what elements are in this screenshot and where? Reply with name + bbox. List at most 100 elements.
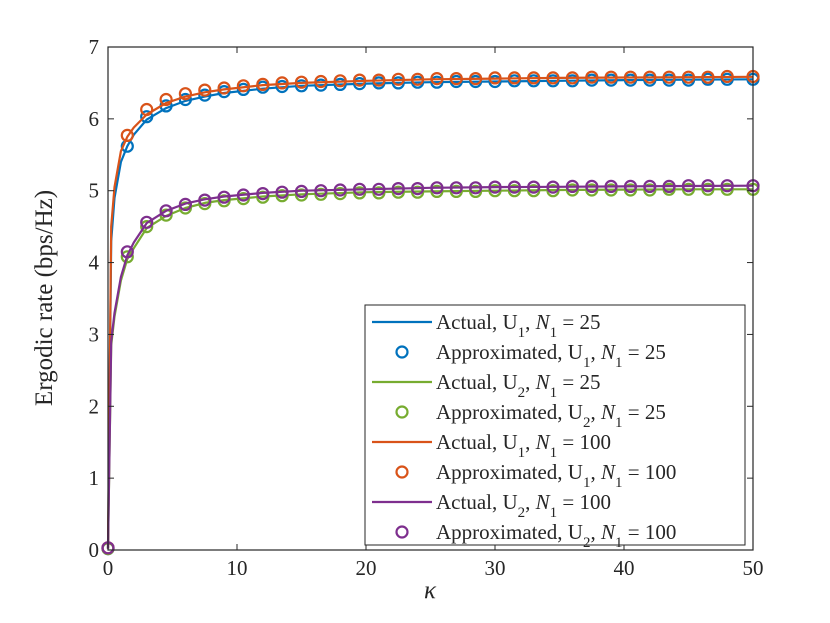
axes-layer: 0 10 20 30 40 50 0 1 2 3 4 5 6 7 xyxy=(89,35,764,580)
series-layer xyxy=(101,69,760,556)
series-6 xyxy=(106,184,754,549)
data-point xyxy=(217,81,231,95)
legend-label-part: 1 xyxy=(615,535,623,551)
data-point xyxy=(662,179,676,193)
legend-label-part: , xyxy=(525,490,536,514)
legend-label-part: = 25 xyxy=(557,370,600,394)
data-point xyxy=(314,74,328,89)
data-point xyxy=(701,70,715,84)
data-point xyxy=(546,71,560,85)
legend-label-part: Actual, U xyxy=(436,430,518,454)
x-tick-label: 30 xyxy=(485,556,506,580)
data-point xyxy=(140,102,154,117)
data-point xyxy=(565,71,580,85)
legend-label-part: N xyxy=(535,310,551,334)
legend-item: Approximated, U1, N1 = 25 xyxy=(395,340,666,371)
legend-label: Actual, U2, N1 = 25 xyxy=(436,370,601,401)
data-point xyxy=(449,71,463,86)
data-point xyxy=(333,183,347,197)
legend-label-part: Approximated, U xyxy=(436,520,583,544)
legend-label-part: N xyxy=(600,520,616,544)
legend-label-part: N xyxy=(600,340,616,364)
data-point xyxy=(294,75,309,89)
data-point xyxy=(198,88,212,102)
data-point xyxy=(623,179,638,193)
legend-label-part: N xyxy=(600,400,616,424)
legend-label: Actual, U2, N1 = 100 xyxy=(436,490,611,521)
x-tick-label: 10 xyxy=(227,556,248,580)
legend-label-part: , xyxy=(525,310,536,334)
legend-label-part: N xyxy=(600,460,616,484)
legend-label-part: , xyxy=(590,340,601,364)
data-point xyxy=(353,182,367,196)
legend-label-part: , xyxy=(525,370,536,394)
data-point xyxy=(643,70,657,84)
data-point xyxy=(391,72,405,86)
data-point xyxy=(507,180,522,194)
legend-label-part: = 100 xyxy=(623,460,677,484)
data-point xyxy=(662,70,676,84)
data-point xyxy=(275,185,289,199)
legend-label-part: 1 xyxy=(518,325,526,341)
legend-label: Approximated, U2, N1 = 100 xyxy=(436,520,676,551)
legend-label-part: N xyxy=(535,430,551,454)
series-5 xyxy=(101,69,760,555)
data-point xyxy=(585,179,599,193)
plot-frame xyxy=(107,46,754,551)
data-point xyxy=(178,87,192,101)
series-7 xyxy=(101,179,760,555)
data-point xyxy=(681,179,696,193)
legend-label-part: 1 xyxy=(518,445,526,461)
data-point xyxy=(546,180,560,194)
data-point xyxy=(256,187,270,201)
data-point xyxy=(198,83,212,97)
legend-item: Actual, U2, N1 = 100 xyxy=(372,490,611,521)
legend-label-part: = 25 xyxy=(557,310,600,334)
data-point xyxy=(604,179,618,193)
y-axis-label: Ergodic rate (bps/Hz) xyxy=(31,190,58,406)
legend-label-part: Approximated, U xyxy=(436,460,583,484)
legend-item: Approximated, U1, N1 = 100 xyxy=(395,460,677,491)
legend-label-part: = 100 xyxy=(557,490,611,514)
data-point xyxy=(720,179,734,193)
y-tick-label: 0 xyxy=(89,538,100,562)
legend-marker-swatch xyxy=(395,405,409,419)
legend-label-part: 1 xyxy=(550,385,558,401)
legend-label-part: = 25 xyxy=(623,400,666,424)
data-point xyxy=(353,73,367,87)
data-point xyxy=(372,73,386,87)
legend-label-part: N xyxy=(535,490,551,514)
data-point xyxy=(120,128,134,142)
legend-label-part: 1 xyxy=(615,415,623,431)
legend-label-part: Approximated, U xyxy=(436,400,583,424)
data-point xyxy=(565,179,580,193)
legend-label: Actual, U1, N1 = 25 xyxy=(436,310,601,341)
legend-label-part: 2 xyxy=(518,385,526,401)
legend-label-part: 2 xyxy=(518,505,526,521)
data-point xyxy=(527,180,541,194)
legend-label-part: , xyxy=(525,430,536,454)
data-point xyxy=(643,179,657,193)
legend-label-part: 1 xyxy=(615,475,623,491)
series-line xyxy=(106,184,754,549)
data-point xyxy=(430,181,444,195)
y-tick-label: 7 xyxy=(89,35,100,59)
legend-label: Actual, U1, N1 = 100 xyxy=(436,430,611,461)
x-tick-label: 50 xyxy=(743,556,764,580)
x-tick-label: 40 xyxy=(614,556,635,580)
legend-label-part: Actual, U xyxy=(436,490,518,514)
data-point xyxy=(585,70,599,84)
y-tick-label: 4 xyxy=(89,251,100,275)
data-point xyxy=(140,220,154,234)
legend-label-part: Approximated, U xyxy=(436,340,583,364)
data-point xyxy=(120,250,134,264)
legend-label-part: = 25 xyxy=(623,340,666,364)
legend-label-part: N xyxy=(535,370,551,394)
legend-label-part: 1 xyxy=(550,325,558,341)
data-point xyxy=(120,245,134,259)
data-point xyxy=(372,182,386,196)
y-tick-label: 2 xyxy=(89,394,100,418)
legend-label-part: Actual, U xyxy=(436,370,518,394)
legend-label-part: , xyxy=(590,460,601,484)
